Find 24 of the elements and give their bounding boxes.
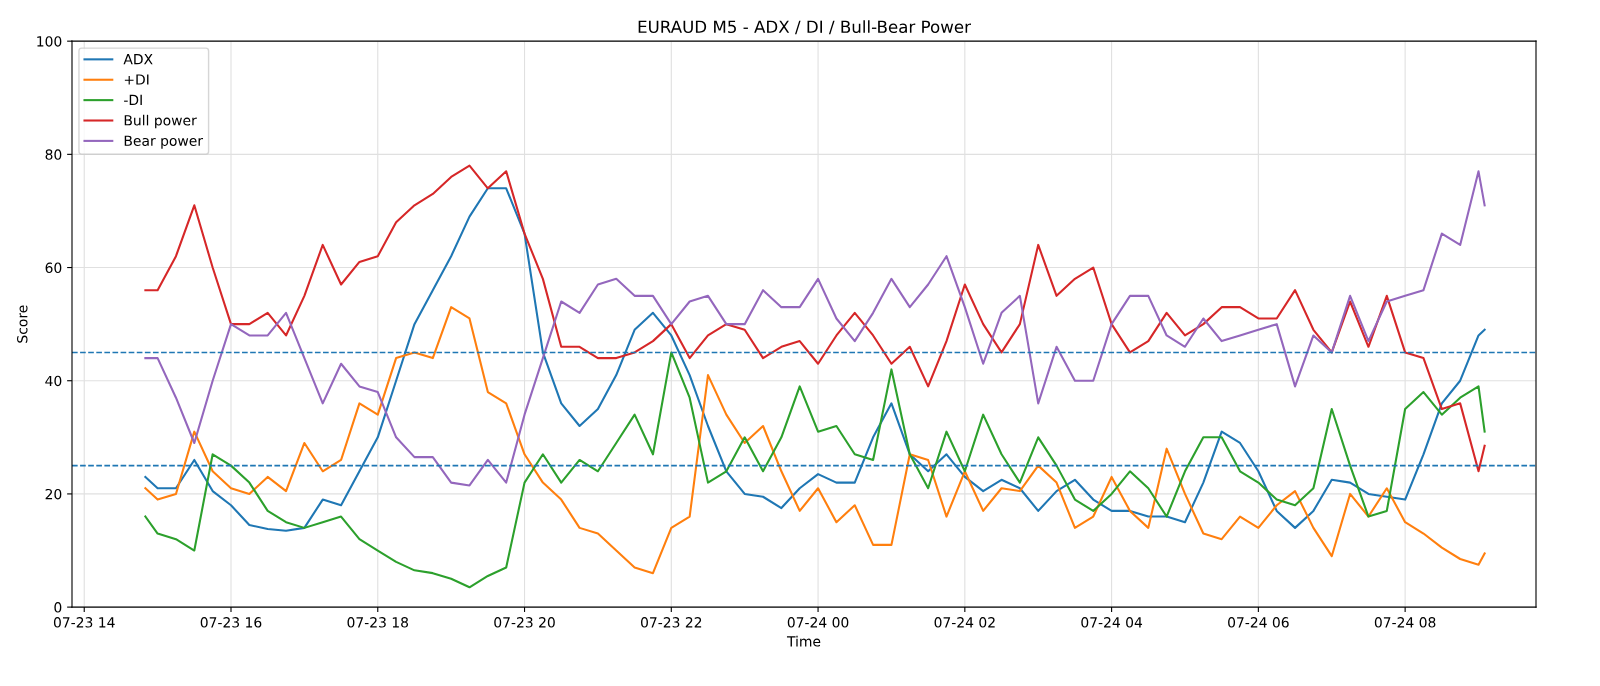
x-tick-label: 07-24 06 — [1228, 617, 1289, 628]
x-tick-label: 07-23 22 — [640, 617, 702, 628]
legend-label: -DI — [124, 94, 142, 105]
y-tick-label: 100 — [37, 36, 62, 47]
x-axis-title: Time — [786, 635, 821, 647]
x-tick-label: 07-23 18 — [347, 617, 409, 628]
x-tick-label: 07-23 20 — [494, 617, 555, 628]
y-tick-label: 80 — [45, 149, 62, 160]
legend-label: +DI — [124, 74, 149, 85]
y-tick-label: 40 — [45, 375, 62, 387]
y-axis-title: Score — [17, 305, 28, 343]
x-tick-label: 07-24 04 — [1081, 617, 1143, 628]
legend-label: ADX — [123, 54, 153, 65]
legend-label: Bear power — [124, 135, 204, 149]
x-tick-label: 07-24 08 — [1374, 617, 1436, 628]
chart-title: EURAUD M5 - ADX / DI / Bull-Bear Power — [638, 20, 971, 35]
legend-label: Bull power — [124, 114, 197, 129]
y-tick-label: 0 — [54, 602, 62, 613]
y-tick-label: 60 — [45, 262, 62, 274]
x-tick-label: 07-24 02 — [934, 617, 995, 628]
x-tick-label: 07-23 16 — [200, 617, 262, 628]
y-tick-label: 20 — [45, 488, 62, 500]
x-tick-label: 07-24 00 — [787, 617, 849, 628]
x-tick-label: 07-23 14 — [53, 617, 115, 628]
